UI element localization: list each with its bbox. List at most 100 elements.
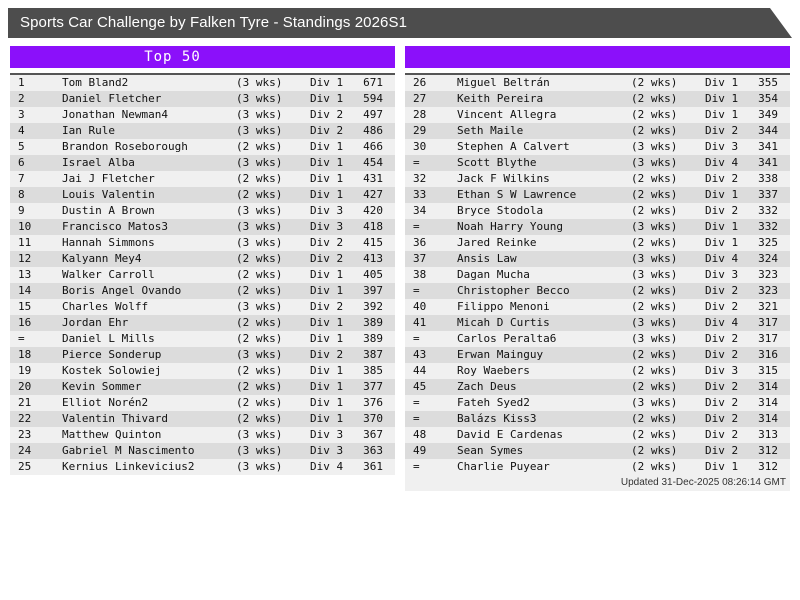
table-row[interactable]: = Scott Blythe (3 wks) Div 4 341 [405, 155, 790, 171]
table-row[interactable]: 49 Sean Symes (2 wks) Div 2 312 [405, 443, 790, 459]
table-row[interactable]: 26 Miguel Beltrán (2 wks) Div 1 355 [405, 75, 790, 91]
cell-rank: = [413, 156, 420, 169]
table-row[interactable]: 7 Jai J Fletcher (2 wks) Div 1 431 [10, 171, 395, 187]
cell-driver-name: Kostek Solowiej [62, 364, 162, 377]
table-row[interactable]: 2 Daniel Fletcher (3 wks) Div 1 594 [10, 91, 395, 107]
table-row[interactable]: 6 Israel Alba (3 wks) Div 1 454 [10, 155, 395, 171]
cell-rank: 27 [413, 92, 427, 105]
table-row[interactable]: 33 Ethan S W Lawrence (2 wks) Div 1 337 [405, 187, 790, 203]
table-row[interactable]: 27 Keith Pereira (2 wks) Div 1 354 [405, 91, 790, 107]
table-row[interactable]: = Charlie Puyear (2 wks) Div 1 312 [405, 459, 790, 475]
cell-points: 316 [758, 348, 778, 361]
cell-points: 314 [758, 380, 778, 393]
cell-driver-name: Stephen A Calvert [457, 140, 570, 153]
table-row[interactable]: 11 Hannah Simmons (3 wks) Div 2 415 [10, 235, 395, 251]
cell-division: Div 1 [705, 220, 739, 233]
cell-driver-name: Vincent Allegra [457, 108, 557, 121]
table-row[interactable]: 38 Dagan Mucha (3 wks) Div 3 323 [405, 267, 790, 283]
table-row[interactable]: 23 Matthew Quinton (3 wks) Div 3 367 [10, 427, 395, 443]
cell-rank: 8 [18, 188, 25, 201]
table-row[interactable]: 29 Seth Maile (2 wks) Div 2 344 [405, 123, 790, 139]
table-row[interactable]: 32 Jack F Wilkins (2 wks) Div 2 338 [405, 171, 790, 187]
cell-points: 431 [363, 172, 383, 185]
cell-weeks: (2 wks) [631, 364, 678, 377]
table-row[interactable]: 9 Dustin A Brown (3 wks) Div 3 420 [10, 203, 395, 219]
table-row[interactable]: 19 Kostek Solowiej (2 wks) Div 1 385 [10, 363, 395, 379]
table-row[interactable]: 43 Erwan Mainguy (2 wks) Div 2 316 [405, 347, 790, 363]
cell-driver-name: David E Cardenas [457, 428, 563, 441]
cell-driver-name: Micah D Curtis [457, 316, 550, 329]
table-row[interactable]: 37 Ansis Law (3 wks) Div 4 324 [405, 251, 790, 267]
table-row[interactable]: 45 Zach Deus (2 wks) Div 2 314 [405, 379, 790, 395]
table-row[interactable]: 40 Filippo Menoni (2 wks) Div 2 321 [405, 299, 790, 315]
cell-driver-name: Pierce Sonderup [62, 348, 162, 361]
cell-points: 397 [363, 284, 383, 297]
cell-division: Div 2 [310, 300, 344, 313]
cell-driver-name: Jai J Fletcher [62, 172, 155, 185]
table-row[interactable]: 30 Stephen A Calvert (3 wks) Div 3 341 [405, 139, 790, 155]
cell-points: 354 [758, 92, 778, 105]
cell-weeks: (3 wks) [631, 332, 678, 345]
table-row[interactable]: 21 Elliot Norén2 (2 wks) Div 1 376 [10, 395, 395, 411]
table-row[interactable]: 20 Kevin Sommer (2 wks) Div 1 377 [10, 379, 395, 395]
column-header-left: Top 50 [10, 46, 395, 68]
table-row[interactable]: 10 Francisco Matos3 (3 wks) Div 3 418 [10, 219, 395, 235]
cell-weeks: (3 wks) [236, 124, 283, 137]
cell-points: 405 [363, 268, 383, 281]
table-row[interactable]: = Christopher Becco (2 wks) Div 2 323 [405, 283, 790, 299]
table-row[interactable]: 28 Vincent Allegra (2 wks) Div 1 349 [405, 107, 790, 123]
table-row[interactable]: 25 Kernius Linkevicius2 (3 wks) Div 4 361 [10, 459, 395, 475]
cell-driver-name: Walker Carroll [62, 268, 155, 281]
cell-weeks: (2 wks) [631, 348, 678, 361]
table-row[interactable]: 12 Kalyann Mey4 (2 wks) Div 2 413 [10, 251, 395, 267]
cell-rank: 25 [18, 460, 32, 473]
table-row[interactable]: 36 Jared Reinke (2 wks) Div 1 325 [405, 235, 790, 251]
table-row[interactable]: 8 Louis Valentin (2 wks) Div 1 427 [10, 187, 395, 203]
cell-driver-name: Daniel Fletcher [62, 92, 162, 105]
cell-division: Div 2 [705, 332, 739, 345]
cell-weeks: (3 wks) [236, 76, 283, 89]
table-row[interactable]: 3 Jonathan Newman4 (3 wks) Div 2 497 [10, 107, 395, 123]
cell-points: 420 [363, 204, 383, 217]
cell-division: Div 2 [705, 300, 739, 313]
cell-weeks: (2 wks) [236, 140, 283, 153]
cell-points: 315 [758, 364, 778, 377]
cell-rank: 29 [413, 124, 427, 137]
cell-division: Div 1 [310, 364, 344, 377]
table-row[interactable]: = Fateh Syed2 (3 wks) Div 2 314 [405, 395, 790, 411]
table-row[interactable]: 14 Boris Angel Ovando (2 wks) Div 1 397 [10, 283, 395, 299]
table-row[interactable]: 18 Pierce Sonderup (3 wks) Div 2 387 [10, 347, 395, 363]
table-row[interactable]: 48 David E Cardenas (2 wks) Div 2 313 [405, 427, 790, 443]
cell-driver-name: Louis Valentin [62, 188, 155, 201]
cell-weeks: (2 wks) [631, 380, 678, 393]
cell-division: Div 1 [705, 236, 739, 249]
cell-weeks: (2 wks) [236, 252, 283, 265]
cell-driver-name: Scott Blythe [457, 156, 537, 169]
table-row[interactable]: 44 Roy Waebers (2 wks) Div 3 315 [405, 363, 790, 379]
table-row[interactable]: = Balázs Kiss3 (2 wks) Div 2 314 [405, 411, 790, 427]
cell-division: Div 1 [310, 284, 344, 297]
table-row[interactable]: 4 Ian Rule (3 wks) Div 2 486 [10, 123, 395, 139]
table-row[interactable]: = Daniel L Mills (2 wks) Div 1 389 [10, 331, 395, 347]
cell-weeks: (2 wks) [236, 380, 283, 393]
cell-points: 323 [758, 268, 778, 281]
table-row[interactable]: = Noah Harry Young (3 wks) Div 1 332 [405, 219, 790, 235]
cell-points: 454 [363, 156, 383, 169]
cell-division: Div 1 [310, 156, 344, 169]
cell-rank: 13 [18, 268, 32, 281]
table-row[interactable]: = Carlos Peralta6 (3 wks) Div 2 317 [405, 331, 790, 347]
cell-rank: 14 [18, 284, 32, 297]
table-row[interactable]: 15 Charles Wolff (3 wks) Div 2 392 [10, 299, 395, 315]
table-row[interactable]: 22 Valentin Thivard (2 wks) Div 1 370 [10, 411, 395, 427]
table-row[interactable]: 5 Brandon Roseborough (2 wks) Div 1 466 [10, 139, 395, 155]
table-row[interactable]: 13 Walker Carroll (2 wks) Div 1 405 [10, 267, 395, 283]
cell-driver-name: Hannah Simmons [62, 236, 155, 249]
table-row[interactable]: 34 Bryce Stodola (2 wks) Div 2 332 [405, 203, 790, 219]
table-row[interactable]: 16 Jordan Ehr (2 wks) Div 1 389 [10, 315, 395, 331]
cell-driver-name: Dustin A Brown [62, 204, 155, 217]
table-row[interactable]: 24 Gabriel M Nascimento (3 wks) Div 3 363 [10, 443, 395, 459]
table-row[interactable]: 41 Micah D Curtis (3 wks) Div 4 317 [405, 315, 790, 331]
cell-points: 497 [363, 108, 383, 121]
cell-division: Div 2 [705, 284, 739, 297]
table-row[interactable]: 1 Tom Bland2 (3 wks) Div 1 671 [10, 75, 395, 91]
